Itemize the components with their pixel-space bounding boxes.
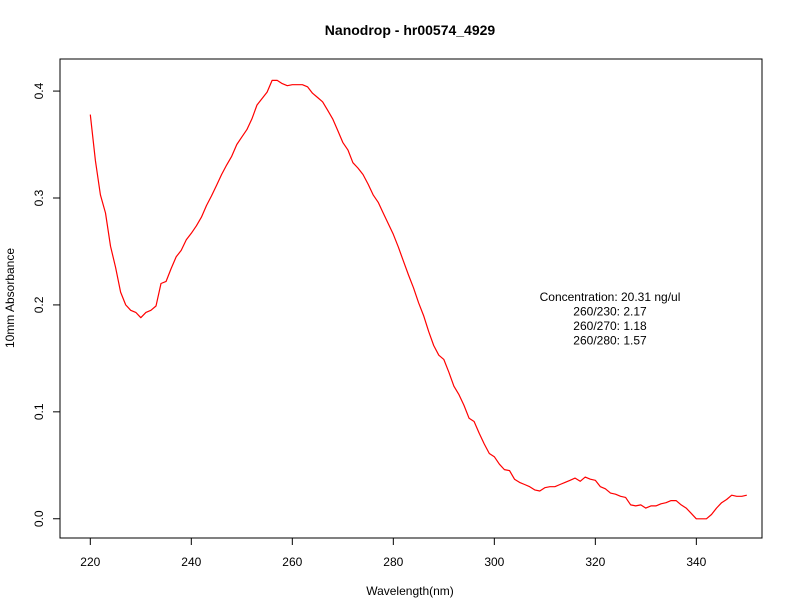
x-axis-label: Wavelength(nm) <box>366 584 454 598</box>
y-tick-label: 0.1 <box>32 403 46 420</box>
annotation-line: 260/270: 1.18 <box>573 319 647 333</box>
x-tick-label: 320 <box>585 555 605 569</box>
x-tick-label: 300 <box>484 555 504 569</box>
annotation-line: Concentration: 20.31 ng/ul <box>540 290 681 304</box>
x-tick-label: 340 <box>686 555 706 569</box>
plot-frame <box>59 58 763 539</box>
x-tick-label: 240 <box>181 555 201 569</box>
annotation-line: 260/280: 1.57 <box>573 334 647 348</box>
chart-title: Nanodrop - hr00574_4929 <box>325 22 496 38</box>
y-tick-label: 0.3 <box>32 189 46 206</box>
y-tick-label: 0.2 <box>32 296 46 313</box>
y-axis: 0.0 0.1 0.2 0.3 0.4 <box>32 82 60 527</box>
x-tick-label: 260 <box>282 555 302 569</box>
y-tick-label: 0.0 <box>32 510 46 527</box>
series-line <box>89 79 747 520</box>
y-tick-label: 0.4 <box>32 82 46 99</box>
x-axis: 220 240 260 280 300 320 340 <box>80 538 707 569</box>
y-axis-label: 10mm Absorbance <box>3 248 17 348</box>
x-tick-label: 280 <box>383 555 403 569</box>
x-tick-label: 220 <box>80 555 100 569</box>
annotation-line: 260/230: 2.17 <box>573 305 647 319</box>
